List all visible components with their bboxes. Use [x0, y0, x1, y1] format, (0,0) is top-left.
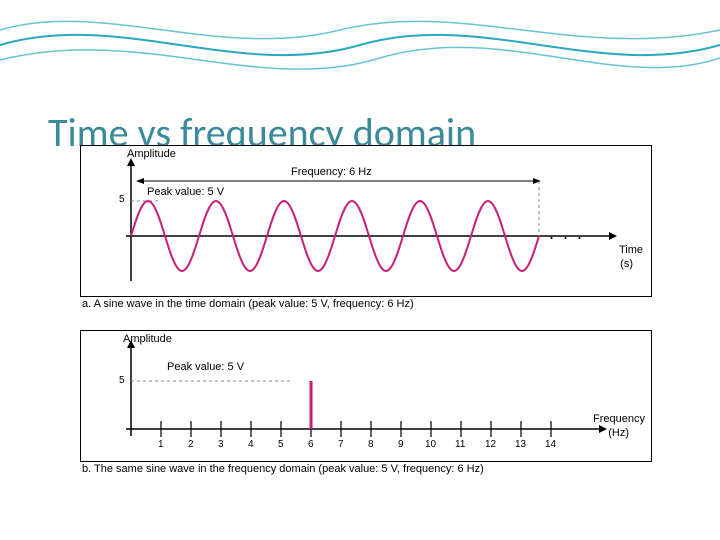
x-axis-label-line1: Time [619, 244, 643, 256]
x-tick: 4 [248, 439, 254, 450]
figure-time-domain: Amplitude Time (s) Frequency: 6 Hz Peak … [80, 145, 652, 297]
frequency-annotation: Frequency: 6 Hz [291, 166, 372, 178]
frequency-domain-plot [81, 331, 651, 461]
x-tick: 8 [368, 439, 374, 450]
x-tick: 9 [398, 439, 404, 450]
x-tick: 3 [218, 439, 224, 450]
x-tick: 1 [158, 439, 164, 450]
x-tick: 13 [515, 439, 526, 450]
peak-annotation: Peak value: 5 V [167, 361, 244, 373]
x-tick: 7 [338, 439, 344, 450]
peak-tick: 5 [119, 375, 125, 386]
x-tick: 11 [455, 439, 465, 450]
peak-annotation: Peak value: 5 V [147, 186, 224, 198]
x-axis-label-line2: (Hz) [608, 427, 629, 439]
x-tick: 10 [425, 439, 436, 450]
x-tick: 12 [485, 439, 496, 450]
ellipsis: . . . [549, 223, 584, 244]
y-axis-label: Amplitude [123, 333, 172, 345]
header-wave-decoration [0, 0, 720, 90]
figure-frequency-domain: Amplitude Frequency (Hz) Peak value: 5 V… [80, 330, 652, 462]
y-axis-label: Amplitude [127, 148, 176, 160]
peak-tick: 5 [119, 194, 125, 205]
x-tick: 14 [545, 439, 556, 450]
x-tick: 6 [308, 439, 314, 450]
caption-b: b. The same sine wave in the frequency d… [82, 463, 484, 475]
x-tick: 2 [188, 439, 194, 450]
x-axis-label-line2: (s) [620, 258, 633, 270]
x-axis-label-line1: Frequency [593, 413, 645, 425]
x-tick: 5 [278, 439, 284, 450]
caption-a: a. A sine wave in the time domain (peak … [82, 298, 414, 310]
